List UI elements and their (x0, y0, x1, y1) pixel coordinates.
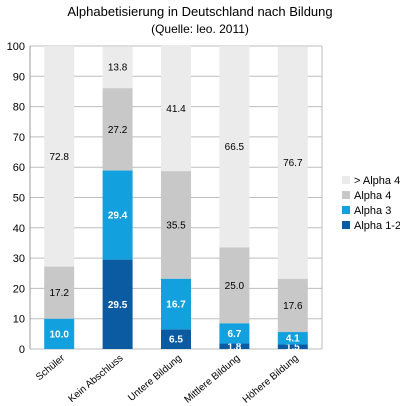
data-label: 29.5 (108, 300, 128, 311)
x-tick-label: Kein Abschluss (66, 353, 125, 405)
data-label: 6.5 (169, 335, 183, 346)
data-label: 76.7 (283, 158, 303, 169)
x-tick-label: Höhere Bildung (241, 353, 301, 406)
y-tick-label: 60 (13, 162, 25, 174)
y-tick-label: 10 (13, 314, 25, 326)
y-tick-label: 30 (13, 253, 25, 265)
data-label: 4.1 (286, 334, 300, 345)
legend-label: Alpha 4 (354, 190, 391, 202)
x-tick-label: Schüler (34, 352, 68, 383)
bar-segment (44, 318, 75, 349)
bar-segment (44, 46, 75, 267)
legend-swatch (342, 191, 350, 199)
data-label: 41.4 (166, 104, 186, 115)
bar-segment (219, 343, 250, 349)
bar-segment (161, 278, 191, 330)
legend-swatch (342, 176, 350, 184)
y-tick-label: 0 (19, 344, 25, 356)
legend-label: Alpha 3 (354, 205, 391, 217)
bar-segment (277, 278, 308, 333)
x-tick-label: Untere Bildung (126, 353, 184, 404)
bar-segment (277, 46, 308, 279)
y-tick-label: 20 (13, 283, 25, 295)
chart-title: Alphabetisierung in Deutschland nach Bil… (67, 4, 332, 19)
bar-segment (102, 170, 133, 260)
legend: > Alpha 4 Alpha 4 Alpha 3 Alpha 1-2 (342, 175, 400, 232)
bar-segment (219, 323, 250, 344)
data-label: 25.0 (225, 281, 245, 292)
data-label: 35.5 (166, 220, 186, 231)
bar-segment (161, 45, 191, 172)
data-label: 29.4 (108, 211, 128, 222)
data-label: 1.5 (286, 342, 300, 353)
data-label: 27.2 (108, 125, 128, 136)
data-label: 66.5 (225, 142, 245, 153)
x-tick-label: Mittlere Bildung (182, 353, 242, 406)
data-label: 72.8 (49, 152, 69, 163)
bar-segment (219, 46, 250, 248)
bars: 10.0 17.2 72.8 29.5 29.4 27.2 13.8 6.5 16.7 35.5 4… (44, 45, 308, 353)
x-axis: Schüler Kein Abschluss Untere BildungMittl… (34, 352, 301, 405)
y-tick-label: 40 (13, 223, 25, 235)
y-axis: 0 10 20 30 40 50 60 70 80 90 100 (7, 41, 323, 356)
legend-swatch (342, 206, 350, 214)
data-label: 1.8 (227, 342, 241, 353)
legend-swatch (342, 221, 350, 229)
bar-segment (102, 88, 133, 171)
bar-segment (277, 344, 308, 349)
y-tick-label: 90 (13, 71, 25, 83)
bar-segment (102, 259, 133, 349)
chart-subtitle: (Quelle: leo. 2011) (151, 22, 249, 36)
bar-segment (102, 46, 133, 89)
legend-label: Alpha 1-2 (354, 220, 400, 232)
bar-segment (161, 171, 191, 279)
bar-segment (219, 247, 250, 324)
bar-segment (161, 329, 191, 349)
data-label: 17.2 (49, 288, 69, 299)
y-tick-label: 70 (13, 132, 25, 144)
y-tick-label: 100 (7, 41, 25, 53)
y-tick-label: 80 (13, 102, 25, 114)
data-label: 16.7 (166, 300, 186, 311)
data-label: 10.0 (49, 329, 69, 340)
y-tick-label: 50 (13, 193, 25, 205)
legend-label: > Alpha 4 (354, 175, 400, 187)
bar-segment (44, 266, 75, 319)
data-label: 17.6 (283, 301, 303, 312)
bar-segment (277, 332, 308, 345)
data-label: 6.7 (227, 329, 241, 340)
data-label: 13.8 (108, 63, 128, 74)
